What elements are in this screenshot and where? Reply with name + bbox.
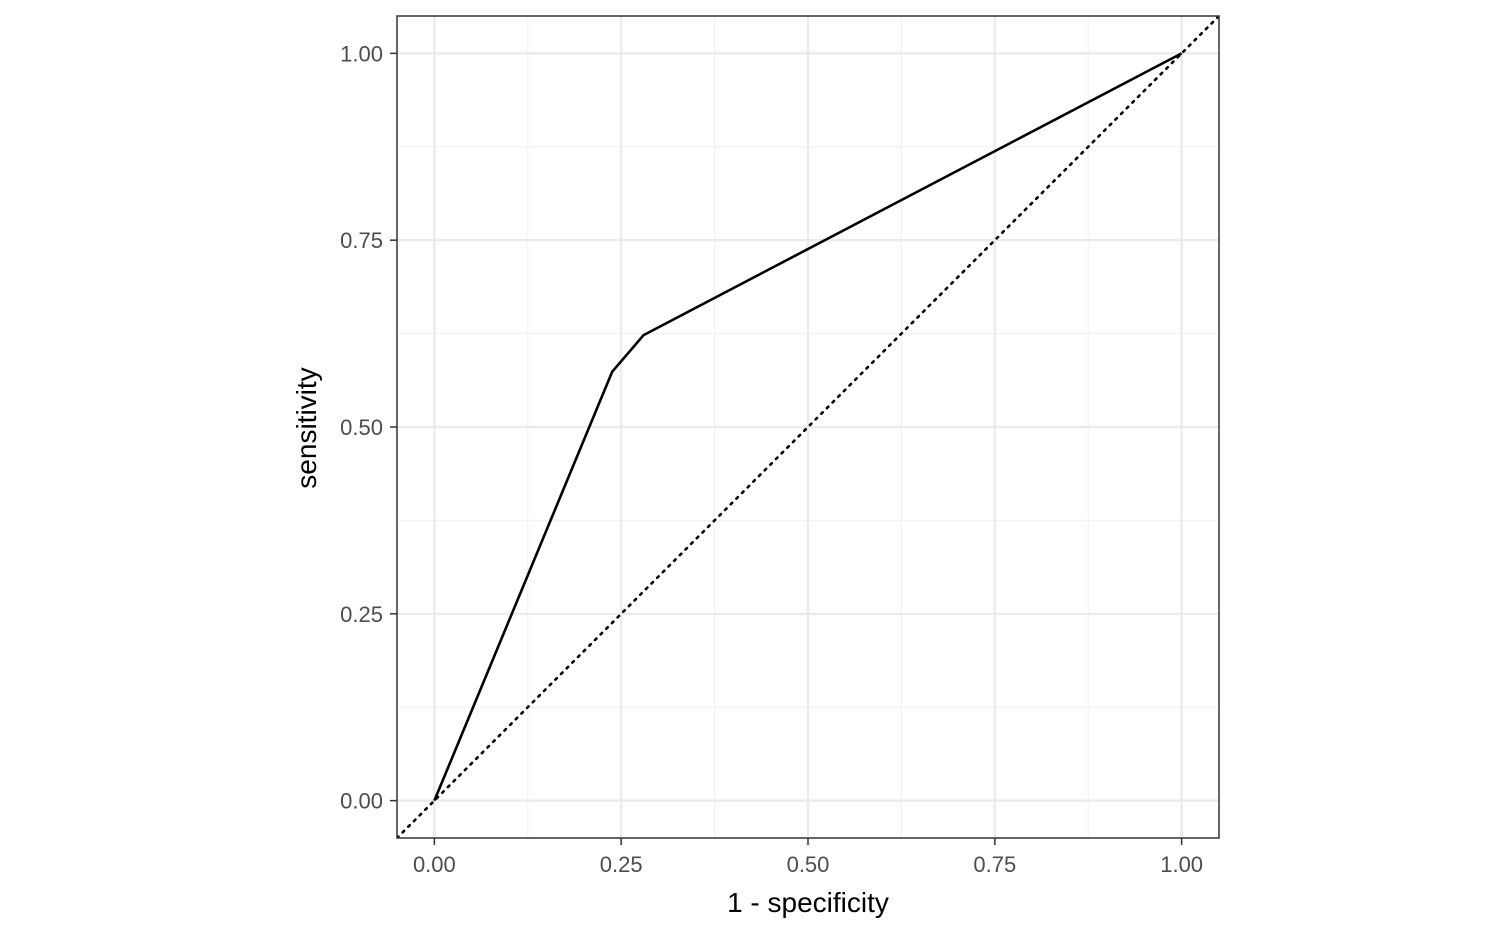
series-layer xyxy=(397,16,1219,838)
x-tick-label: 0.00 xyxy=(413,852,456,877)
y-tick-label: 0.75 xyxy=(340,228,383,253)
grid-layer xyxy=(397,16,1219,838)
y-tick-label: 1.00 xyxy=(340,41,383,66)
axis-layer: 0.00 0.25 0.50 0.75 1.00 0.00 0.25 0.50 0.75 1.00 xyxy=(340,41,1203,877)
series-group xyxy=(397,16,1219,838)
x-tick-label: 1.00 xyxy=(1160,852,1203,877)
reference-diagonal-line xyxy=(397,16,1219,838)
x-tick-label: 0.25 xyxy=(600,852,643,877)
y-tick-label: 0.25 xyxy=(340,602,383,627)
x-axis-title: 1 - specificity xyxy=(727,887,889,918)
x-tick-label: 0.50 xyxy=(787,852,830,877)
y-axis-title: sensitivity xyxy=(291,367,322,488)
x-tick-label: 0.75 xyxy=(973,852,1016,877)
roc-curve-line xyxy=(433,52,1183,802)
y-tick-label: 0.50 xyxy=(340,415,383,440)
y-tick-label: 0.00 xyxy=(340,789,383,814)
